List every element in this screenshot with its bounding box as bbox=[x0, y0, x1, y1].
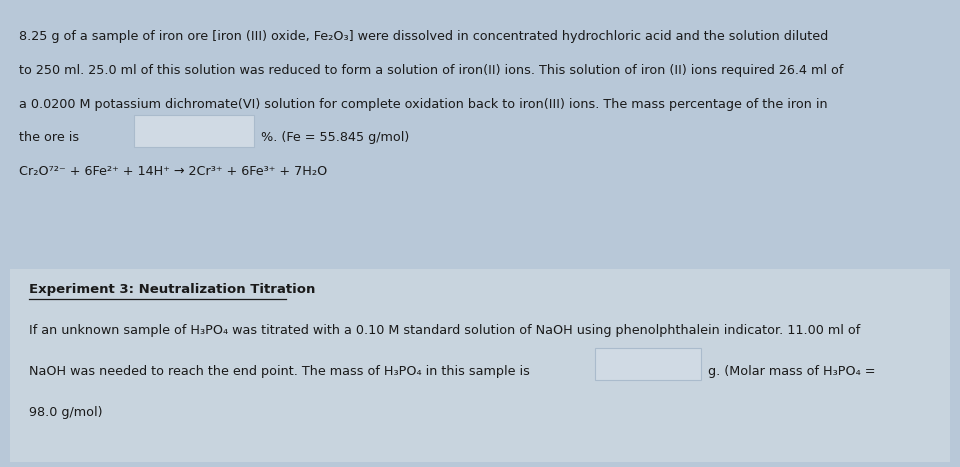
Text: 8.25 g of a sample of iron ore [iron (III) oxide, Fe₂O₃] were dissolved in conce: 8.25 g of a sample of iron ore [iron (II… bbox=[19, 30, 828, 43]
Text: Experiment 3: Neutralization Titration: Experiment 3: Neutralization Titration bbox=[29, 283, 315, 296]
Text: g. (Molar mass of H₃PO₄ =: g. (Molar mass of H₃PO₄ = bbox=[708, 365, 875, 378]
FancyBboxPatch shape bbox=[134, 115, 254, 147]
Bar bbox=[10, 7, 950, 262]
Text: %. (Fe = 55.845 g/mol): %. (Fe = 55.845 g/mol) bbox=[261, 131, 409, 144]
FancyBboxPatch shape bbox=[595, 348, 701, 380]
Text: NaOH was needed to reach the end point. The mass of H₃PO₄ in this sample is: NaOH was needed to reach the end point. … bbox=[29, 365, 530, 378]
Bar bbox=[10, 269, 950, 462]
Text: the ore is: the ore is bbox=[19, 131, 80, 144]
Text: Cr₂O⁷²⁻ + 6Fe²⁺ + 14H⁺ → 2Cr³⁺ + 6Fe³⁺ + 7H₂O: Cr₂O⁷²⁻ + 6Fe²⁺ + 14H⁺ → 2Cr³⁺ + 6Fe³⁺ +… bbox=[19, 165, 327, 178]
Text: a 0.0200 M potassium dichromate(VI) solution for complete oxidation back to iron: a 0.0200 M potassium dichromate(VI) solu… bbox=[19, 98, 828, 111]
Text: If an unknown sample of H₃PO₄ was titrated with a 0.10 M standard solution of Na: If an unknown sample of H₃PO₄ was titrat… bbox=[29, 324, 860, 337]
Text: 98.0 g/mol): 98.0 g/mol) bbox=[29, 406, 103, 419]
Text: to 250 ml. 25.0 ml of this solution was reduced to form a solution of iron(II) i: to 250 ml. 25.0 ml of this solution was … bbox=[19, 64, 844, 77]
